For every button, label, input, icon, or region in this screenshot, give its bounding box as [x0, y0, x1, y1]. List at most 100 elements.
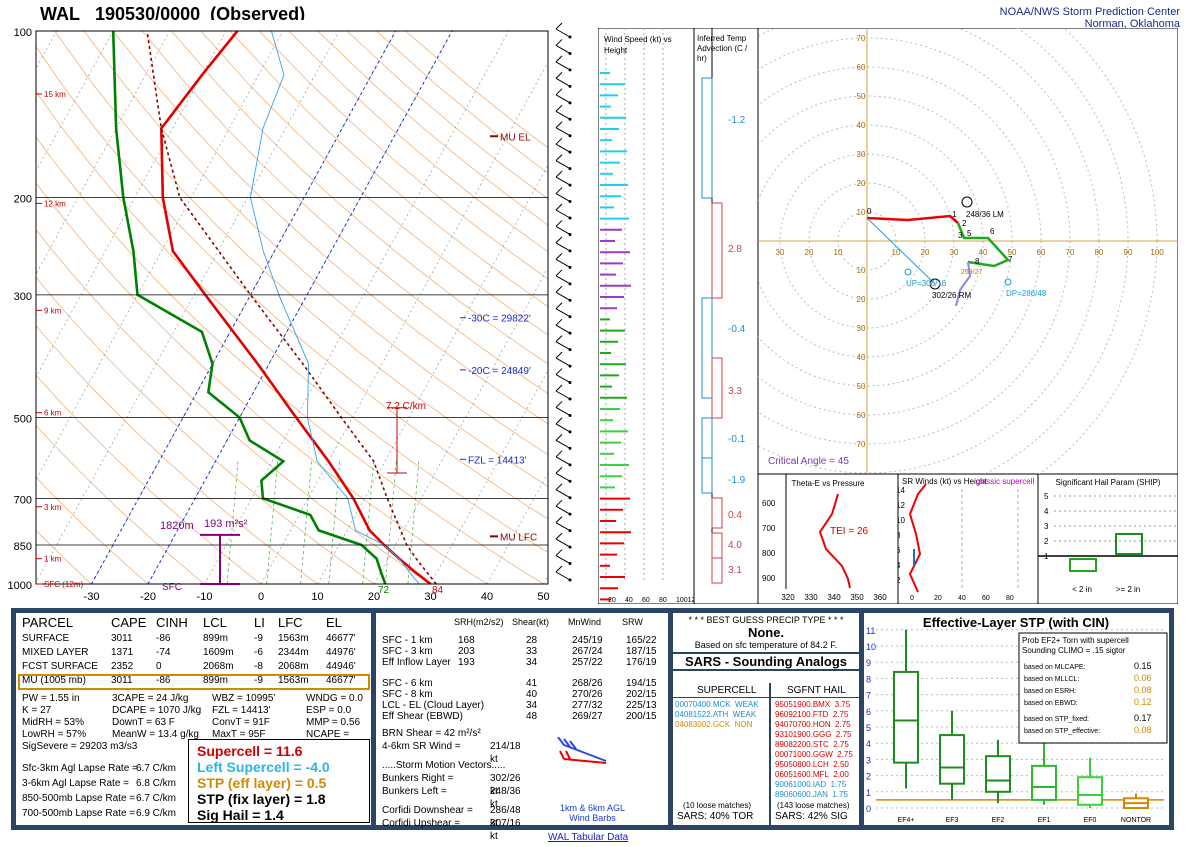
hodo-x-tick: 80: [1095, 248, 1104, 257]
wind-barb-dot: [568, 545, 572, 549]
wind-barb-flag: [555, 269, 563, 277]
wind-barb: [555, 88, 572, 105]
wind-barb-dot: [568, 397, 572, 401]
corfidi-up-label: Corfidi Upshear =: [382, 818, 461, 829]
stp-iqr: [1077, 776, 1103, 806]
temp-advection-value: 3.3: [728, 386, 742, 397]
wind-barb-staff: [555, 357, 571, 367]
hodo-point-label: 6: [990, 227, 995, 236]
annotation-label: -20C = 24849': [468, 366, 531, 377]
wind-barb: [555, 466, 572, 483]
temp-advection-value: -1.2: [728, 115, 746, 126]
wind-barb: [555, 22, 572, 39]
kinematic-cell: 200/15: [626, 711, 657, 722]
wind-barb-staff: [555, 258, 571, 268]
parcel-cell: -8: [254, 661, 263, 672]
parcel-header: CAPE: [111, 615, 147, 630]
stp-y-tick: 3: [866, 755, 871, 765]
stp-info-line1: Prob EF2+ Torn with supercell: [1022, 636, 1129, 645]
hodo-trace-red: [866, 214, 959, 224]
hodo-y-tick: 70: [857, 34, 866, 43]
wind-barb-flag: [555, 335, 563, 342]
temperature-tick-label: -30: [84, 591, 100, 603]
srw-y-tick: 2: [898, 576, 901, 585]
kinematic-cell: 270/26: [572, 689, 603, 700]
temperature-tick-label: 30: [424, 591, 436, 603]
wind-barb-dot: [568, 348, 572, 352]
kinematic-header: Shear(kt): [512, 617, 550, 627]
hodo-x-tick: 20: [805, 248, 814, 257]
wind-barb-dot: [568, 150, 572, 154]
wind-barb-dot: [568, 216, 572, 220]
station-id: WAL: [40, 4, 80, 24]
temperature-tick-label: 20: [368, 591, 380, 603]
wind-barb-staff: [555, 324, 571, 334]
wind-barb-staff: [555, 555, 571, 564]
stp-info-value: 0.17: [1134, 713, 1152, 723]
height-tick-label: 15 km: [44, 90, 66, 99]
hodo-point-label: 3: [958, 231, 963, 240]
hodo-dp-label: DP=286/48: [1006, 289, 1047, 298]
thermo-value: DCAPE = 1070 J/kg: [112, 705, 202, 716]
wind-barb-flag: [555, 39, 563, 46]
stp-info-label: based on STP_fixed:: [1024, 716, 1089, 723]
srw-x-tick: 0: [910, 595, 914, 602]
wind-speed-tick: 40: [625, 597, 633, 604]
kinematic-cell: 40: [526, 689, 538, 700]
hodo-y-tick: 20: [857, 179, 866, 188]
dry-adiabat: [36, 45, 548, 520]
hodo-x-tick: 70: [1066, 248, 1075, 257]
wind-speed-title: Wind Speed (kt) vs Height: [604, 35, 672, 55]
temperature-tick-label: -20: [140, 591, 156, 603]
wind-barb-staff: [555, 571, 571, 581]
dry-adiabat: [229, 31, 548, 308]
thetae-series: [818, 493, 851, 589]
bunkers-right-value: 302/26 kt: [490, 773, 521, 797]
mixing-ratio-line: [300, 461, 312, 584]
isotherm: [486, 472, 548, 584]
pressure-tick-label: 100: [14, 27, 32, 39]
temp-advection-box: [711, 357, 723, 419]
wind-barb-flag: [555, 170, 563, 178]
mixing-ratio-line: [362, 461, 375, 584]
kinematic-cell: 28: [526, 635, 538, 646]
ship-y-tick: 5: [1044, 492, 1049, 501]
wind-barb-staff: [555, 472, 571, 482]
kinematic-header: MnWind: [568, 617, 602, 627]
thermo-value: LowRH = 57%: [22, 729, 87, 740]
wind-barb-dot: [568, 529, 572, 533]
wind-barb-staff: [555, 407, 571, 416]
srw-title: SR Winds (kt) vs Height: [902, 477, 988, 486]
sfc-temp-label: 84: [432, 585, 444, 596]
pressure-tick-label: 700: [14, 494, 32, 506]
pressure-tick-label: 1000: [8, 580, 32, 592]
parcel-cell: 44946': [326, 661, 356, 672]
thermo-value: MidRH = 53%: [22, 717, 84, 728]
srw-y-tick: 12: [898, 501, 905, 510]
stp-y-tick: 9: [866, 658, 871, 668]
lapse-value: 6.9 C/km: [136, 808, 177, 819]
kinematic-cell: 168: [458, 635, 475, 646]
temp-advection-box: [701, 457, 713, 494]
isotherm: [36, 31, 227, 378]
wind-barb-flag: [555, 55, 563, 63]
annotation-label: FZL = 14413': [468, 455, 527, 466]
hodo-x-tick: 60: [1037, 248, 1046, 257]
dry-adiabat: [142, 31, 548, 394]
kinematic-cell: SFC - 8 km: [382, 689, 433, 700]
left-supercell-index: Left Supercell = -4.0: [197, 759, 330, 775]
brn-shear: BRN Shear = 42 m²/s²: [382, 728, 481, 739]
valid-time: 190530/0000: [95, 4, 201, 24]
thermo-value: MeanW = 13.4 g/kg: [112, 729, 199, 740]
wind-barb-dot: [568, 331, 572, 335]
hodo-point-label: 7: [1008, 255, 1013, 264]
stp-info-label: based on STP_effective:: [1024, 728, 1100, 735]
kinematic-cell: 193: [458, 657, 475, 668]
wind-barb-dot: [568, 249, 572, 253]
tabular-data-link[interactable]: WAL Tabular Data: [548, 832, 629, 843]
hodo-y-tick: 60: [857, 63, 866, 72]
wind-barb-staff: [555, 456, 571, 466]
stp-info-line2: Sounding CLIMO = .15 sigtor: [1022, 646, 1126, 655]
wind-barb-dot: [568, 117, 572, 121]
